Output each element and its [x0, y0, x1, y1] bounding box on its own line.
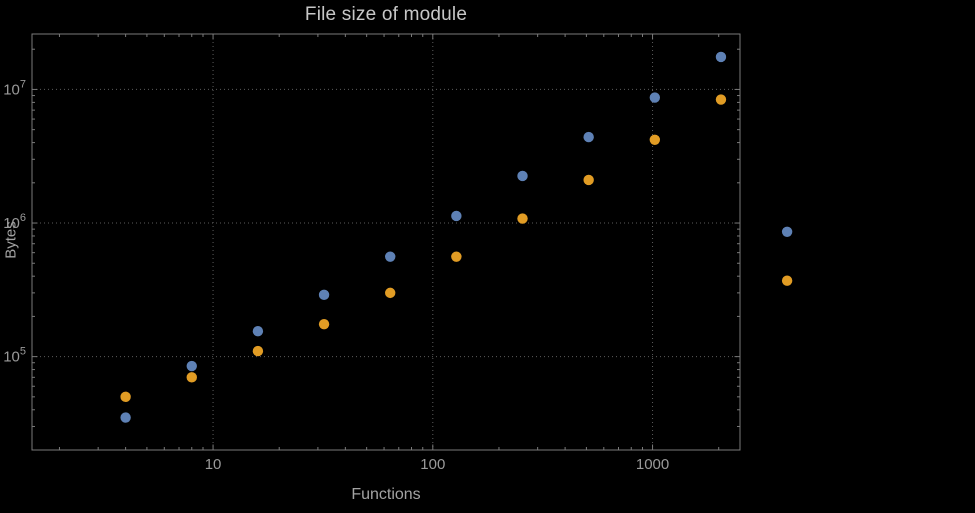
data-point-orange	[715, 94, 727, 105]
data-point-orange	[318, 318, 330, 330]
data-point-orange	[186, 372, 197, 383]
x-tick-label: 100	[420, 456, 445, 473]
x-tick-label: 1000	[636, 456, 669, 473]
data-point-blue	[649, 92, 661, 103]
data-point-blue	[517, 170, 528, 182]
data-point-blue	[583, 131, 594, 143]
data-point-orange	[583, 174, 594, 186]
data-point-blue	[715, 51, 727, 63]
x-axis-label: Functions	[351, 486, 421, 503]
data-point-blue	[252, 325, 264, 337]
y-tick-label: 105	[3, 346, 26, 366]
data-point-orange	[252, 345, 264, 357]
data-point-blue	[451, 210, 462, 222]
chart-title: File size of module	[304, 4, 468, 25]
data-point-orange	[120, 391, 131, 403]
data-point-orange	[385, 287, 396, 299]
data-point-blue	[318, 289, 330, 301]
data-point-blue	[781, 226, 793, 237]
y-tick-label: 106	[3, 212, 26, 232]
data-point-blue	[186, 360, 197, 372]
data-point-orange	[649, 134, 661, 145]
data-point-orange	[781, 275, 793, 286]
x-tick-label: 10	[205, 456, 222, 473]
data-point-orange	[517, 213, 528, 224]
data-point-blue	[120, 412, 131, 423]
y-tick-label: 107	[3, 78, 26, 98]
data-point-orange	[451, 251, 462, 262]
data-point-blue	[385, 251, 396, 262]
plot-frame	[31, 33, 741, 451]
